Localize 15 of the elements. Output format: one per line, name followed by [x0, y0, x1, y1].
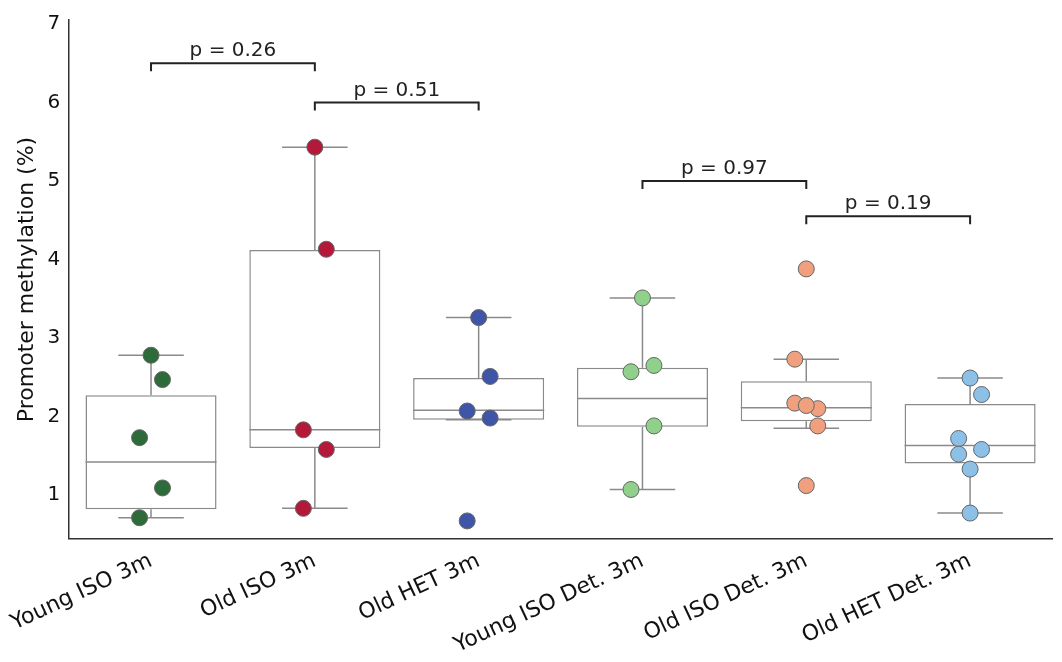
y-tick-label: 7	[47, 10, 61, 35]
x-tick-label: Young ISO 3m	[5, 546, 156, 635]
y-tick-label: 1	[47, 481, 61, 506]
y-tick-label: 3	[47, 324, 61, 349]
x-tick-label: Old ISO 3m	[195, 546, 320, 623]
annotation: p = 0.51	[353, 76, 441, 101]
x-tick-label: Old HET 3m	[354, 546, 484, 625]
annotation: p = 0.97	[681, 155, 768, 180]
y-tick-label: 5	[47, 167, 61, 192]
y-tick-label: 2	[47, 402, 61, 427]
y-tick-label: 4	[47, 245, 61, 270]
y-tick-label: 6	[47, 88, 61, 113]
annotation: p = 0.19	[844, 190, 932, 215]
annotation: p = 0.26	[189, 37, 277, 62]
y-axis-title: Promoter methylation (%)	[12, 136, 38, 423]
